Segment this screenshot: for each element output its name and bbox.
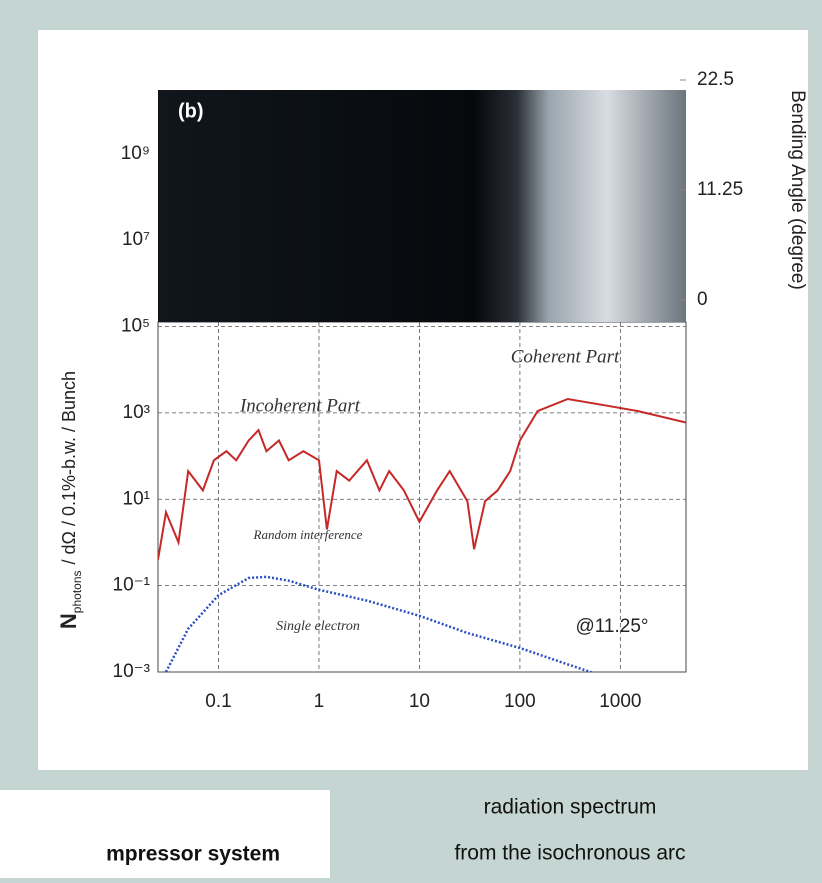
y-tick-label: 10⁵ — [121, 316, 150, 337]
y2-tick-label: 11.25 — [697, 179, 743, 200]
annotation: Coherent Part — [511, 346, 620, 367]
y2-tick-label: 22.5 — [697, 69, 734, 90]
side-caption: mpressor system — [106, 843, 280, 866]
annotation: Single electron — [276, 619, 360, 634]
y2-tick-label: 0 — [697, 289, 708, 310]
series-line — [164, 575, 595, 672]
x-tick-label: 1 — [314, 691, 325, 712]
y-tick-label: 10³ — [123, 402, 150, 423]
caption: radiation spectrum — [484, 796, 657, 819]
y-tick-label: 10⁹ — [121, 143, 150, 164]
annotation: Incoherent Part — [239, 395, 361, 416]
y2-label: Bending Angle (degree) — [787, 90, 808, 290]
annotation: Random interference — [253, 527, 363, 542]
y-tick-label: 10⁷ — [122, 229, 150, 250]
y-label: Nphotons/ dΩ / 0.1%-b.w. / Bunch — [56, 371, 84, 629]
panel-label: (b) — [178, 100, 204, 122]
series-line — [158, 397, 686, 560]
y-tick-label: 10⁻¹ — [113, 575, 151, 596]
x-tick-label: 1000 — [599, 691, 641, 712]
x-tick-label: 10 — [409, 691, 430, 712]
x-tick-label: 0.1 — [205, 691, 231, 712]
y-tick-label: 10¹ — [123, 488, 150, 509]
y-tick-label: 10⁻³ — [113, 661, 151, 682]
blank-box — [300, 730, 560, 770]
x-tick-label: 100 — [504, 691, 536, 712]
side-box — [0, 790, 330, 878]
caption: from the isochronous arc — [454, 842, 685, 865]
angle-image — [158, 90, 686, 322]
annotation: @11.25° — [575, 616, 648, 637]
